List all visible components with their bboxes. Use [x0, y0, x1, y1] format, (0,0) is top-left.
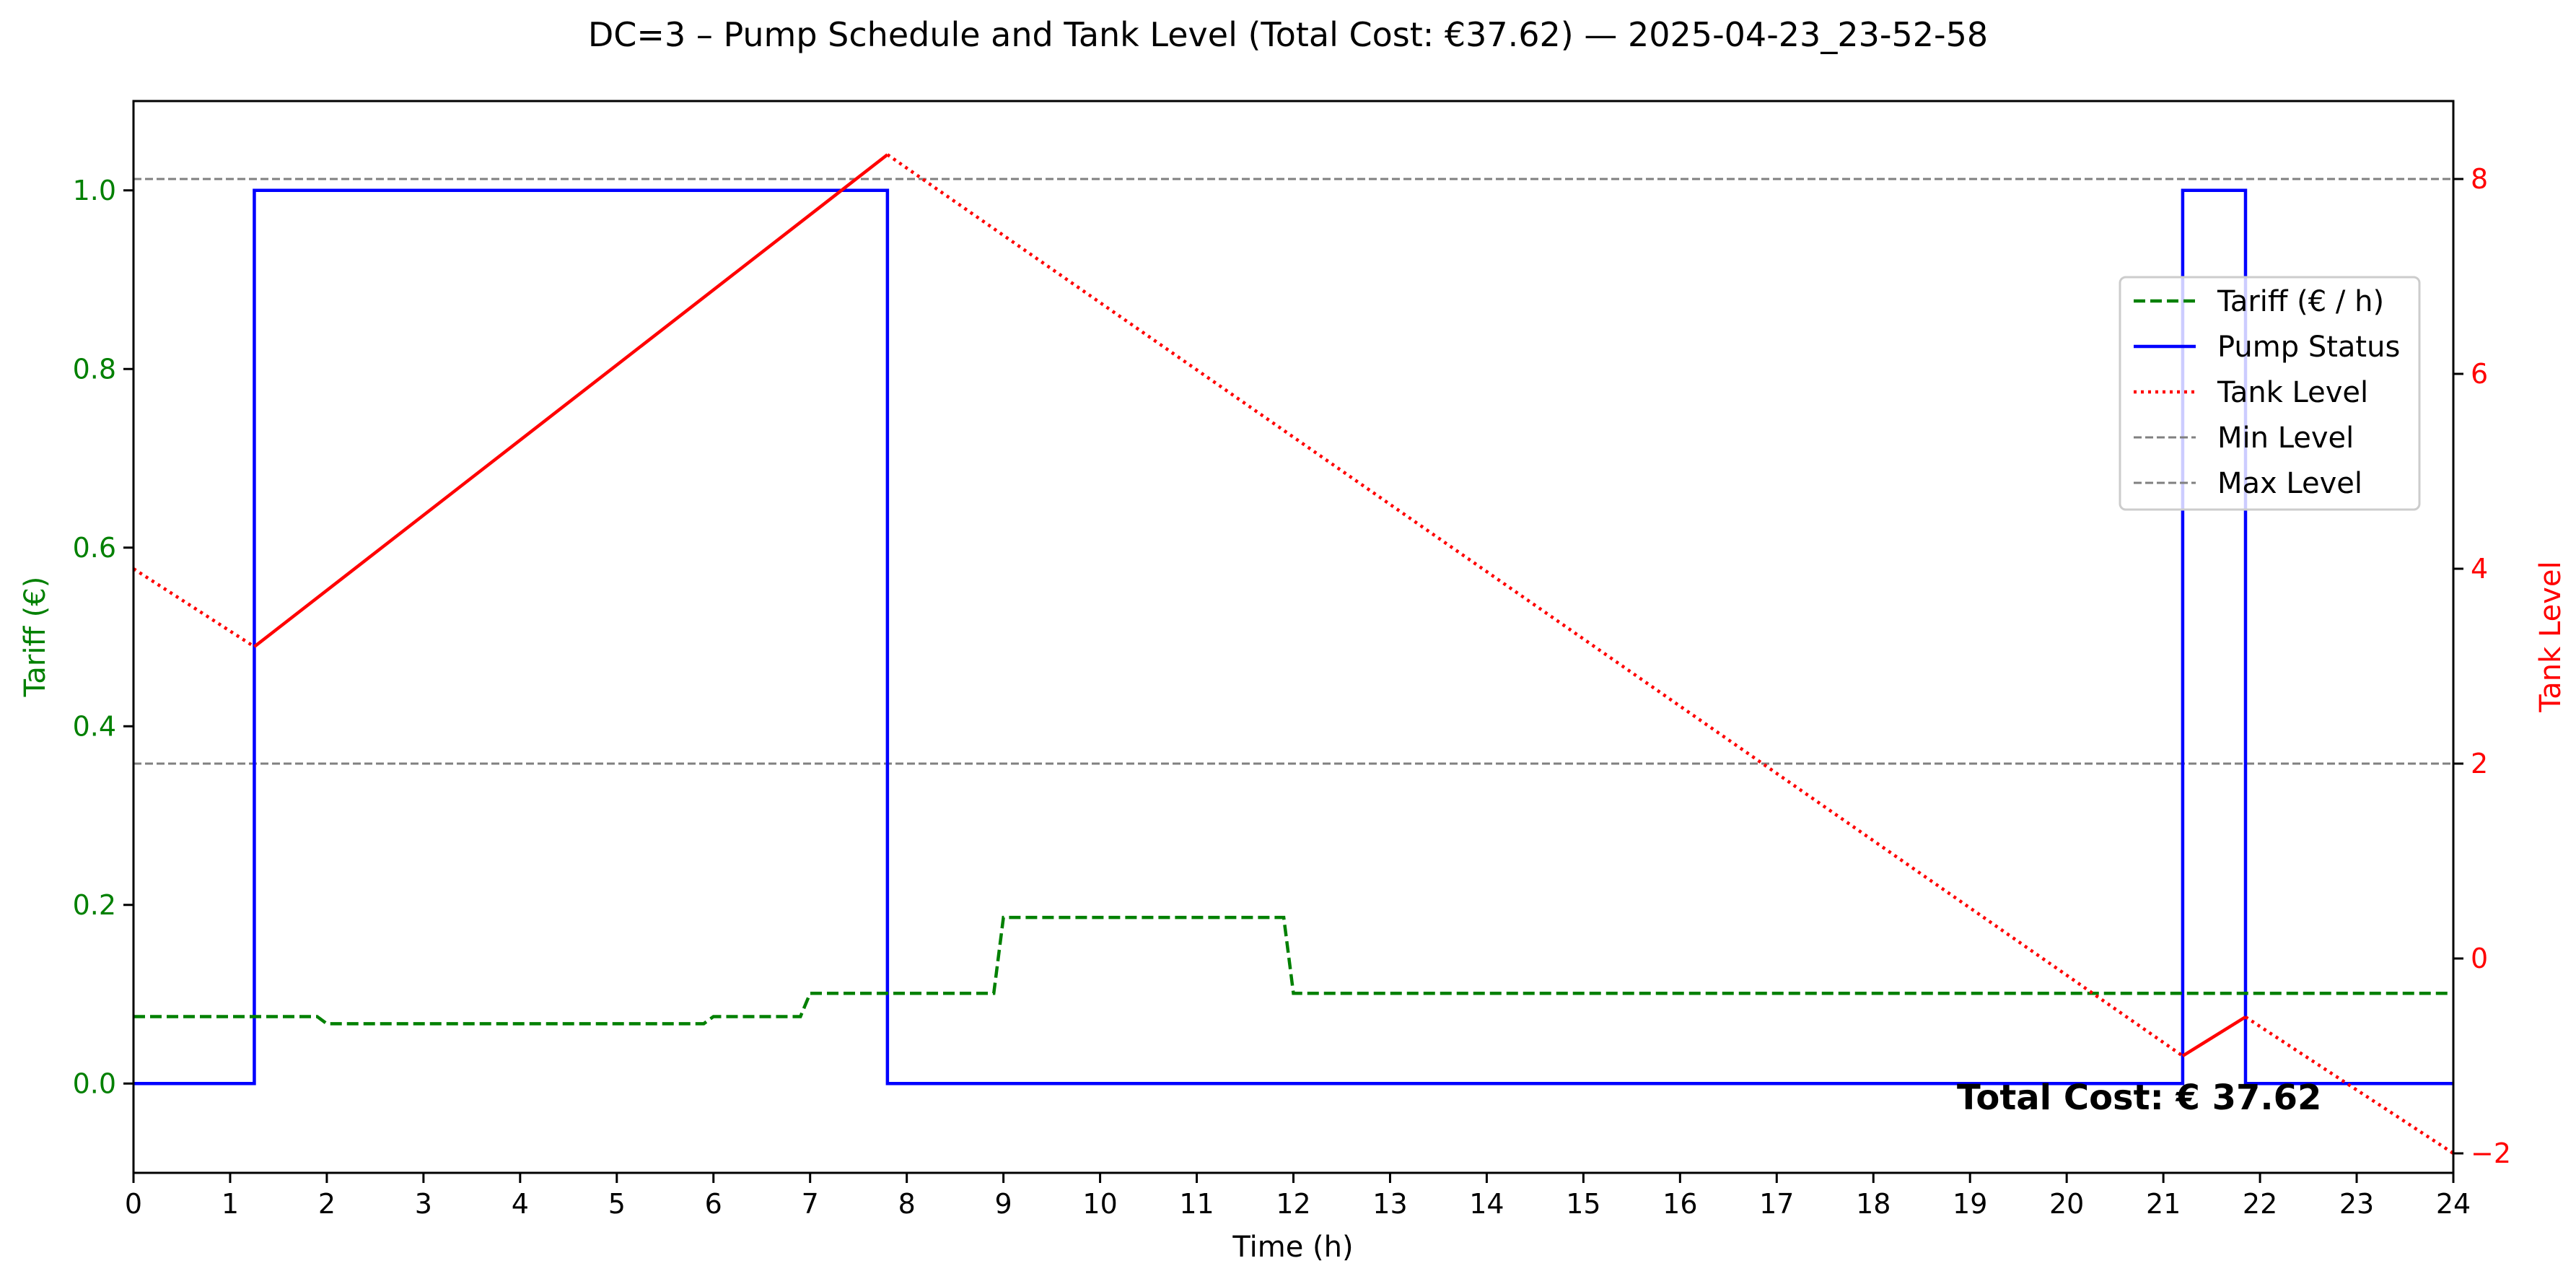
x-tick-label: 12 [1276, 1188, 1310, 1220]
x-tick-label: 15 [1566, 1188, 1600, 1220]
x-tick-label: 8 [898, 1188, 916, 1220]
x-tick-label: 4 [512, 1188, 529, 1220]
x-tick-label: 20 [2049, 1188, 2084, 1220]
tank-level-segment [886, 153, 2184, 1057]
tariff-line [133, 915, 2453, 1026]
x-tick-label: 17 [1759, 1188, 1794, 1220]
right-y-axis: −2 0 2 4 6 8 [2453, 163, 2511, 1169]
x-tick-label: 0 [125, 1188, 142, 1220]
right-y-tick-label: 8 [2471, 163, 2488, 195]
x-tick-label: 6 [705, 1188, 722, 1220]
x-tick-label: 11 [1179, 1188, 1214, 1220]
x-tick-label: 2 [318, 1188, 336, 1220]
left-y-tick-label: 0.8 [73, 353, 116, 385]
left-y-axis: 0.0 0.2 0.4 0.6 0.8 1.0 [73, 175, 133, 1099]
right-y-tick-label: −2 [2471, 1137, 2511, 1169]
chart-title: DC=3 – Pump Schedule and Tank Level (Tot… [588, 15, 1988, 54]
right-y-tick-label: 6 [2471, 358, 2488, 390]
left-y-tick-label: 0.4 [73, 710, 116, 742]
legend-label-tariff: Tariff (€ / h) [2217, 285, 2384, 318]
right-y-tick-label: 0 [2471, 943, 2488, 974]
x-tick-label: 23 [2339, 1188, 2374, 1220]
x-tick-label: 7 [802, 1188, 819, 1220]
x-tick-label: 13 [1372, 1188, 1407, 1220]
x-tick-label: 16 [1662, 1188, 1697, 1220]
left-y-tick-label: 1.0 [73, 175, 116, 206]
x-tick-label: 14 [1469, 1188, 1504, 1220]
legend-label-tank: Tank Level [2217, 376, 2368, 409]
left-y-tick-label: 0.2 [73, 889, 116, 921]
tank-level-segment [253, 153, 889, 648]
right-y-axis-label: Tank Level [2534, 561, 2567, 712]
total-cost-annotation: Total Cost: € 37.62 [1957, 1078, 2321, 1118]
left-y-tick-label: 0.6 [73, 532, 116, 564]
x-tick-label: 18 [1856, 1188, 1891, 1220]
right-y-tick-label: 4 [2471, 553, 2488, 585]
x-tick-label: 24 [2436, 1188, 2471, 1220]
legend-label-max-level: Max Level [2217, 467, 2362, 500]
x-tick-label: 3 [415, 1188, 432, 1220]
plot-area [133, 153, 2453, 1155]
tank-level-segment [2244, 1016, 2453, 1155]
x-tick-label: 1 [222, 1188, 239, 1220]
right-y-tick-label: 2 [2471, 748, 2488, 779]
x-axis: 0 1 2 3 4 5 6 7 8 9 10 11 12 13 14 15 16 17 18 19 20 21 22 23 24 [125, 1173, 2471, 1220]
x-tick-label: 10 [1082, 1188, 1117, 1220]
x-tick-label: 19 [1953, 1188, 1987, 1220]
pump-status-line [133, 188, 2453, 1086]
x-tick-label: 22 [2243, 1188, 2277, 1220]
legend-label-min-level: Min Level [2217, 422, 2354, 455]
x-tick-label: 5 [608, 1188, 626, 1220]
left-y-axis-label: Tariff (€) [19, 577, 52, 698]
tank-level-segment [133, 567, 255, 648]
legend: Tariff (€ / h) Pump Status Tank Level Min L… [2119, 276, 2421, 511]
legend-label-pump: Pump Status [2217, 331, 2400, 364]
plot-frame [132, 100, 2455, 1174]
tank-level-segment [2181, 1016, 2247, 1057]
legend-box [2119, 276, 2421, 511]
x-axis-label: Time (h) [1232, 1231, 1353, 1264]
left-y-tick-label: 0.0 [73, 1067, 116, 1099]
x-tick-label: 21 [2146, 1188, 2181, 1220]
x-tick-label: 9 [995, 1188, 1012, 1220]
